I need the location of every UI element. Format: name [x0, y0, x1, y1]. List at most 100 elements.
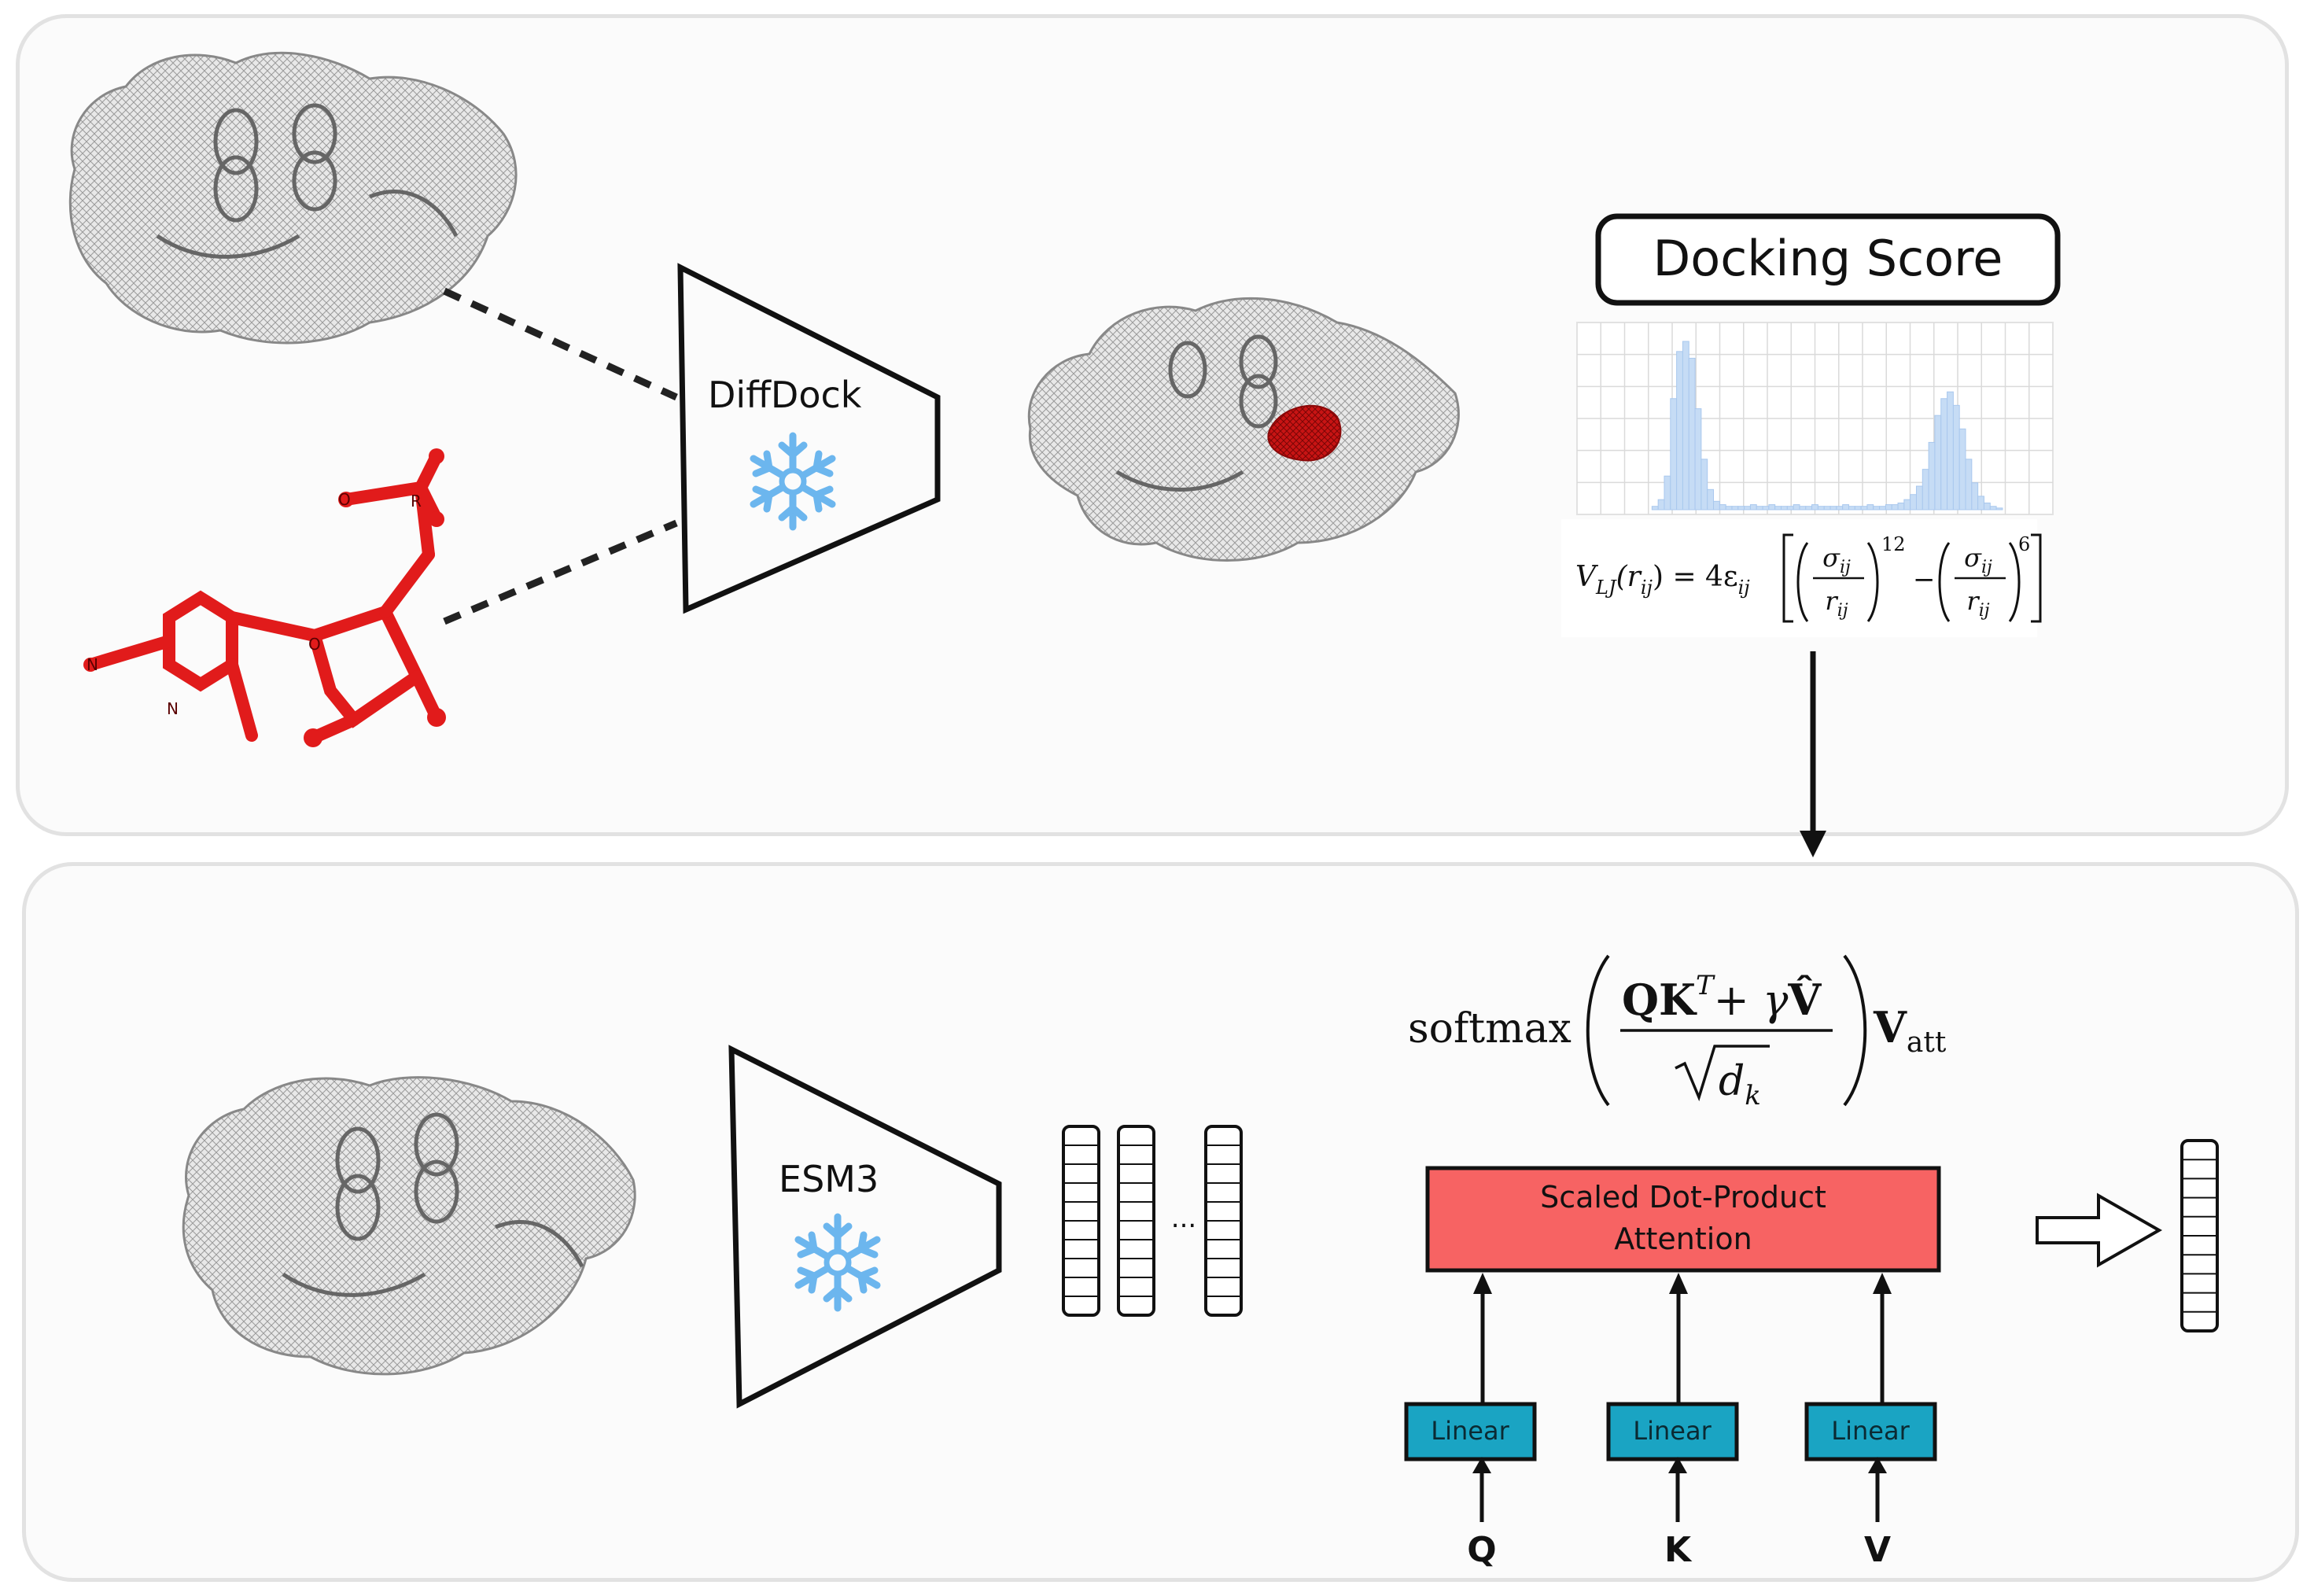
- softmax-denominator: dk: [1719, 1058, 1761, 1111]
- histogram-bar: [1744, 506, 1751, 510]
- esm3-label: ESM3: [779, 1158, 879, 1200]
- histogram-bar: [1737, 506, 1745, 510]
- linear-block-v: [1804, 1402, 1937, 1461]
- linear-label-v: Linear: [1831, 1416, 1910, 1446]
- lj-lhs: VLJ(rij) = 4εij: [1575, 561, 1750, 599]
- histogram-bar: [1664, 475, 1671, 510]
- attention-label-line2: Attention: [1614, 1222, 1752, 1256]
- histogram-bar: [1903, 499, 1911, 510]
- softmax-fn: softmax: [1408, 1005, 1572, 1052]
- histogram-bar: [1786, 506, 1794, 510]
- output-vector-bar: [2180, 1139, 2219, 1332]
- histogram-bar: [1897, 502, 1905, 510]
- histogram-bar: [1731, 506, 1739, 510]
- histogram-bar: [1749, 504, 1757, 510]
- histogram-bar: [1781, 506, 1788, 510]
- histogram-bar: [1922, 469, 1929, 510]
- histogram-bar: [1995, 507, 2003, 510]
- docking-score-title-box: Docking Score: [1595, 213, 2061, 306]
- histogram-bar: [1915, 485, 1923, 510]
- histogram-bar: [1873, 506, 1881, 510]
- output-vector: [2180, 1139, 2219, 1332]
- binding-pocket-ligand: [1267, 404, 1342, 462]
- linear-label-k: Linear: [1633, 1416, 1712, 1446]
- docking-score-title: Docking Score: [1653, 230, 2003, 287]
- histogram-bar: [1805, 506, 1813, 510]
- histogram-bar: [1952, 404, 1960, 510]
- attention-softmax-formula: softmax QKT+ γV̂ dk Vatt: [1408, 954, 1947, 1111]
- lj-exponent-12: 12: [1881, 533, 1906, 555]
- atom-label-n-ring: N: [167, 699, 179, 718]
- linear-projections: Linear Q Linear K Linear V: [1404, 1273, 1937, 1570]
- histogram-bar: [1879, 506, 1886, 510]
- histogram-bar: [1836, 506, 1844, 510]
- lj-sigma-1: σij: [1822, 543, 1851, 577]
- ligand-molecule: [83, 448, 446, 747]
- histogram-bar: [1854, 506, 1862, 510]
- docking-score-histogram: [1576, 322, 2054, 515]
- embedding-vector-2: [1117, 1125, 1155, 1317]
- histogram-bar: [1910, 494, 1917, 510]
- histogram-bar: [1682, 341, 1689, 510]
- atom-label-o-top: O: [338, 490, 351, 509]
- histogram-bar: [1860, 506, 1868, 510]
- histogram-bar: [1774, 506, 1782, 510]
- embedding-vectors: [1062, 1125, 1243, 1317]
- histogram-bar: [1823, 506, 1831, 510]
- lj-sigma-2: σij: [1964, 543, 1992, 577]
- histogram-bar: [1866, 504, 1874, 510]
- histogram-bar: [1842, 504, 1849, 510]
- atom-label-o-ring: O: [308, 635, 321, 654]
- histogram-bar: [1762, 506, 1770, 510]
- embedding-vector-1: [1062, 1125, 1100, 1317]
- histogram-bar: [1829, 506, 1837, 510]
- input-q: Q: [1467, 1530, 1496, 1570]
- histogram-bar: [1885, 504, 1892, 510]
- lj-exponent-6: 6: [2018, 533, 2030, 555]
- histogram-bar: [1694, 408, 1702, 510]
- scaled-dot-product-attention-block: Scaled Dot-Product Attention: [1425, 1166, 1941, 1273]
- linear-label-q: Linear: [1431, 1416, 1509, 1446]
- histogram-bar: [1977, 496, 1984, 510]
- linear-block-k: [1606, 1402, 1739, 1461]
- histogram-bar: [1688, 357, 1696, 510]
- protein-structure-bottom: [182, 1076, 636, 1376]
- dashed-connector-protein: [443, 287, 678, 401]
- attention-label-line1: Scaled Dot-Product: [1540, 1180, 1826, 1215]
- histogram-bar: [1989, 506, 1997, 510]
- histogram-bar: [1965, 459, 1973, 510]
- histogram-bar: [1848, 506, 1855, 510]
- input-v: V: [1864, 1530, 1891, 1570]
- histogram-bar: [1983, 502, 1991, 510]
- protein-structure-top-left: [68, 51, 518, 345]
- input-k: K: [1664, 1530, 1693, 1570]
- lennard-jones-formula: VLJ(rij) = 4εij σij rij 12 − σij rij 6: [1561, 519, 2042, 637]
- histogram-bar: [1651, 506, 1659, 510]
- atom-label-n-left: N: [87, 655, 98, 674]
- docked-complex-protein: [1027, 297, 1460, 562]
- diffdock-model-block: DiffDock: [677, 263, 941, 614]
- histogram-bar: [1713, 500, 1720, 510]
- score-arrow-head: [1800, 831, 1826, 857]
- embedding-ellipsis: ...: [1171, 1203, 1196, 1234]
- histogram-bar: [1817, 506, 1825, 510]
- softmax-numerator: QKT+ γV̂: [1622, 970, 1822, 1025]
- histogram-bar: [1934, 415, 1942, 510]
- histogram-bar: [1891, 504, 1899, 510]
- output-arrow: [2036, 1192, 2163, 1268]
- histogram-bar: [1756, 506, 1763, 510]
- histogram-bar: [1670, 398, 1678, 510]
- histogram-bar: [1657, 499, 1665, 510]
- histogram-bar: [1707, 488, 1715, 510]
- histogram-bar: [1793, 504, 1800, 510]
- lj-r-2: rij: [1966, 586, 1989, 621]
- histogram-bar: [1676, 351, 1683, 510]
- histogram-bar: [1700, 459, 1708, 510]
- atom-label-r: R: [411, 492, 422, 510]
- lj-minus: −: [1913, 564, 1936, 595]
- lj-r-1: rij: [1825, 586, 1848, 621]
- histogram-bar: [1958, 428, 1966, 510]
- histogram-bar: [1725, 506, 1733, 510]
- linear-block-q: [1404, 1402, 1537, 1461]
